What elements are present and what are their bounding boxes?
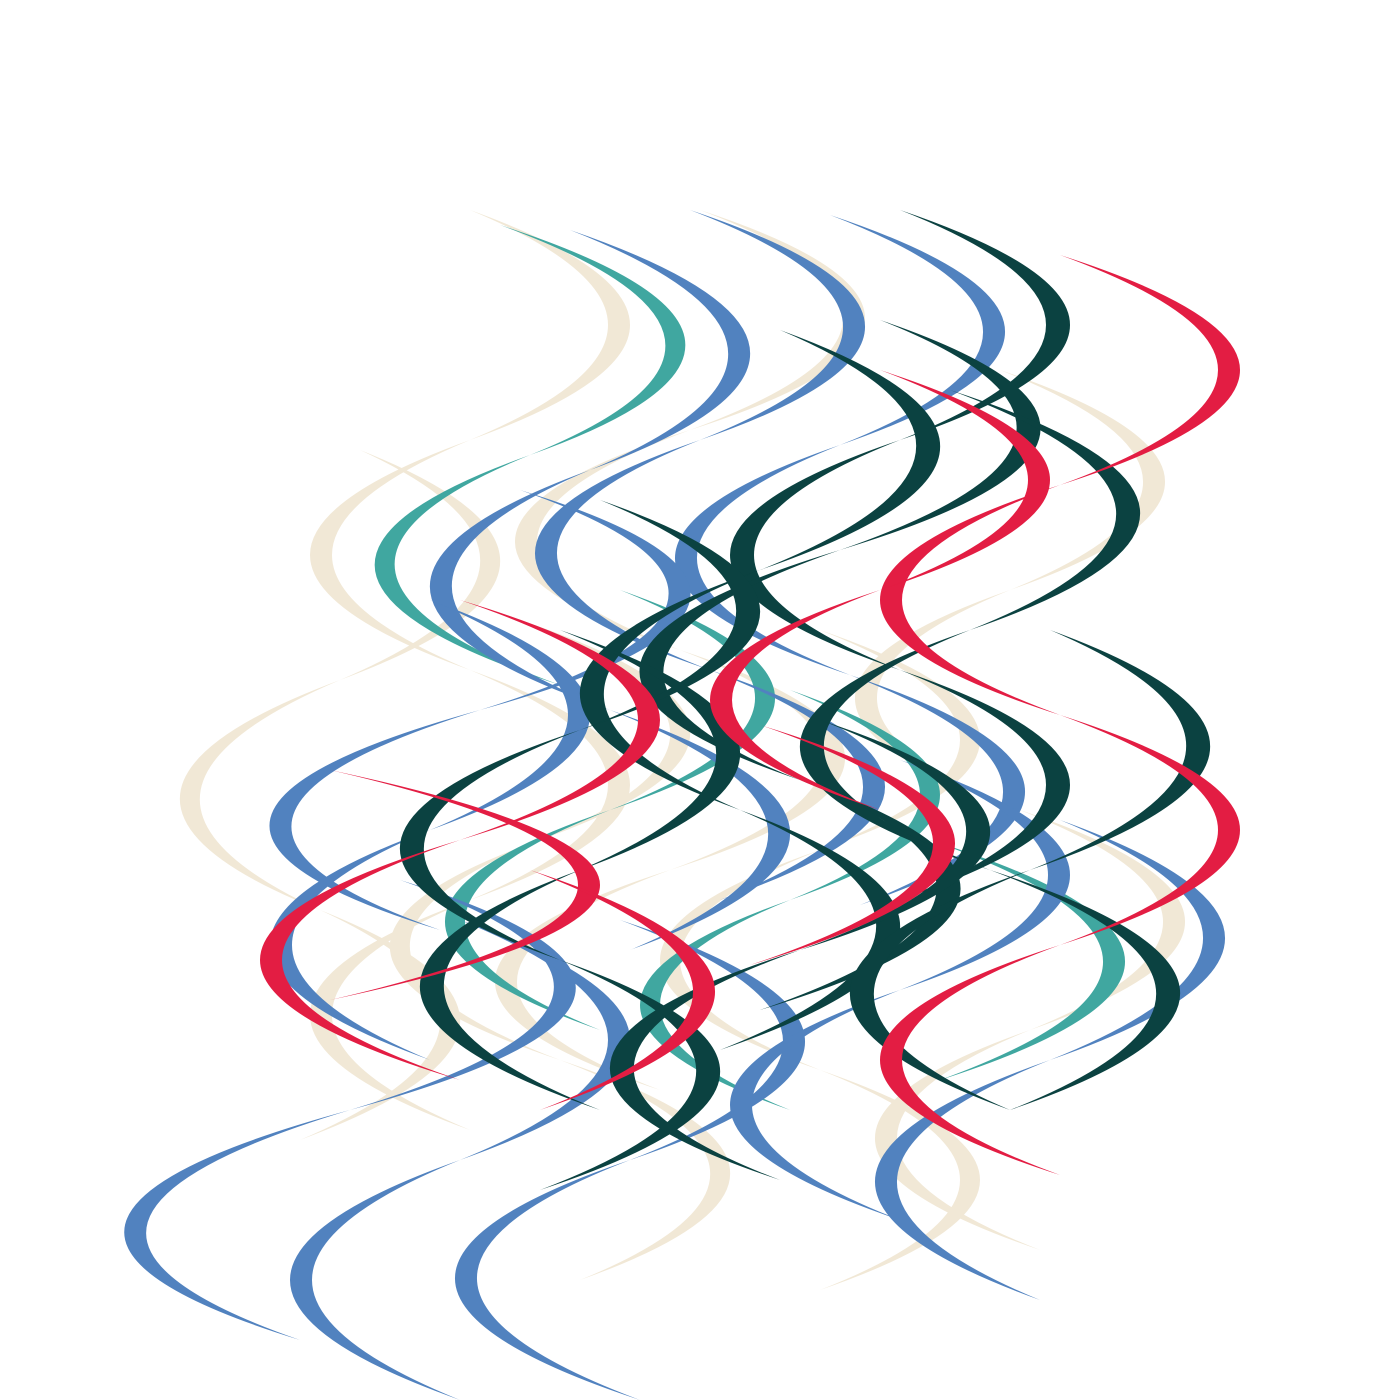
ribbon-segment-blue: [269, 710, 480, 930]
ribbon-segment-dark_green: [900, 670, 1070, 900]
ribbon-segment-cream: [470, 670, 630, 900]
ribbon-segment-dark_green: [580, 500, 761, 730]
ribbon-segment-blue: [270, 830, 430, 1060]
ribbon-segment-dark_green: [609, 950, 800, 1180]
ribbon-segment-blue: [710, 670, 886, 900]
ribbon-segment-red: [1060, 715, 1240, 945]
ribbon-segment-blue: [620, 920, 806, 1160]
ribbon-segment-dark_green: [579, 570, 760, 810]
ribbon-segment-blue: [900, 760, 1070, 990]
ribbon-segment-cream: [1020, 810, 1186, 1030]
ribbon-segment-blue: [874, 1060, 1050, 1300]
ribbon-segment-dark_green: [900, 210, 1070, 440]
ribbon-segment-red: [260, 840, 460, 1080]
ribbon-segment-dark_green: [799, 630, 990, 870]
ribbon-segment-dark_green: [800, 720, 991, 950]
ribbon-segment-red: [880, 370, 1050, 590]
ribbon-segment-blue: [534, 440, 710, 670]
ribbon-segment-teal: [444, 810, 610, 1030]
ribbon-segment-dark_green: [760, 330, 941, 570]
ribbon-segment-cream: [340, 450, 501, 680]
ribbon-segment-blue: [570, 230, 751, 470]
ribbon-segment-cream: [874, 1030, 1040, 1250]
ribbon-segment-red: [530, 870, 716, 1110]
ribbon-segment-cream: [670, 650, 846, 870]
ribbon-segment-cream: [690, 210, 866, 430]
ribbon-segment-blue: [730, 990, 900, 1220]
ribbon-segment-red: [750, 725, 956, 965]
ribbon-segment-blue: [430, 600, 590, 830]
ribbon-segment-blue: [454, 1160, 640, 1400]
ribbon-segment-dark_green: [419, 870, 600, 1110]
ribbon-segment-dark_green: [730, 440, 900, 670]
ribbon-segment-dark_green: [840, 320, 1041, 550]
ribbon-segment-dark_green: [950, 390, 1141, 630]
ribbon-segment-dark_green: [399, 730, 580, 960]
ribbon-segment-red: [330, 770, 600, 1000]
ribbon-segment-dark_green: [1030, 630, 1211, 870]
ribbon-segment-cream: [854, 590, 1020, 810]
ribbon-segment-red: [460, 600, 660, 840]
ribbon-segment-cream: [310, 900, 470, 1130]
ribbon-segment-teal: [374, 455, 560, 685]
ribbon-segment-cream: [520, 620, 691, 840]
ribbon-segment-teal: [930, 840, 1126, 1080]
ribbon-segment-red: [880, 945, 1060, 1175]
ribbon-segment-blue: [290, 1160, 460, 1400]
ribbon-segment-cream: [310, 440, 470, 670]
wave-ribbons: [124, 210, 1240, 1400]
ribbon-segment-dark_green: [639, 550, 840, 780]
ribbon-segment-cream: [179, 680, 340, 910]
ribbon-segment-blue: [830, 215, 1006, 445]
ribbon-segment-dark_green: [540, 960, 721, 1190]
ribbon-segment-dark_green: [990, 870, 1181, 1110]
ribbon-segment-blue: [480, 490, 691, 710]
ribbon-segment-cream: [560, 1060, 731, 1280]
ribbon-segment-blue: [460, 920, 630, 1160]
ribbon-segment-dark_green: [720, 810, 901, 1050]
ribbon-segment-red: [1060, 255, 1240, 485]
ribbon-segment-blue: [429, 470, 610, 710]
ribbon-segment-red: [880, 485, 1060, 715]
ribbon-segment-teal: [500, 225, 686, 455]
ribbon-segment-blue: [1050, 820, 1226, 1060]
ribbon-segment-cream: [470, 210, 630, 440]
ribbon-segment-teal: [790, 690, 940, 900]
ribbon-segment-dark_green: [560, 630, 741, 870]
ribbon-segment-cream: [300, 910, 461, 1140]
ribbon-segment-red: [710, 590, 880, 810]
ribbon-segment-blue: [690, 210, 866, 440]
ribbon-segment-blue: [674, 445, 850, 675]
